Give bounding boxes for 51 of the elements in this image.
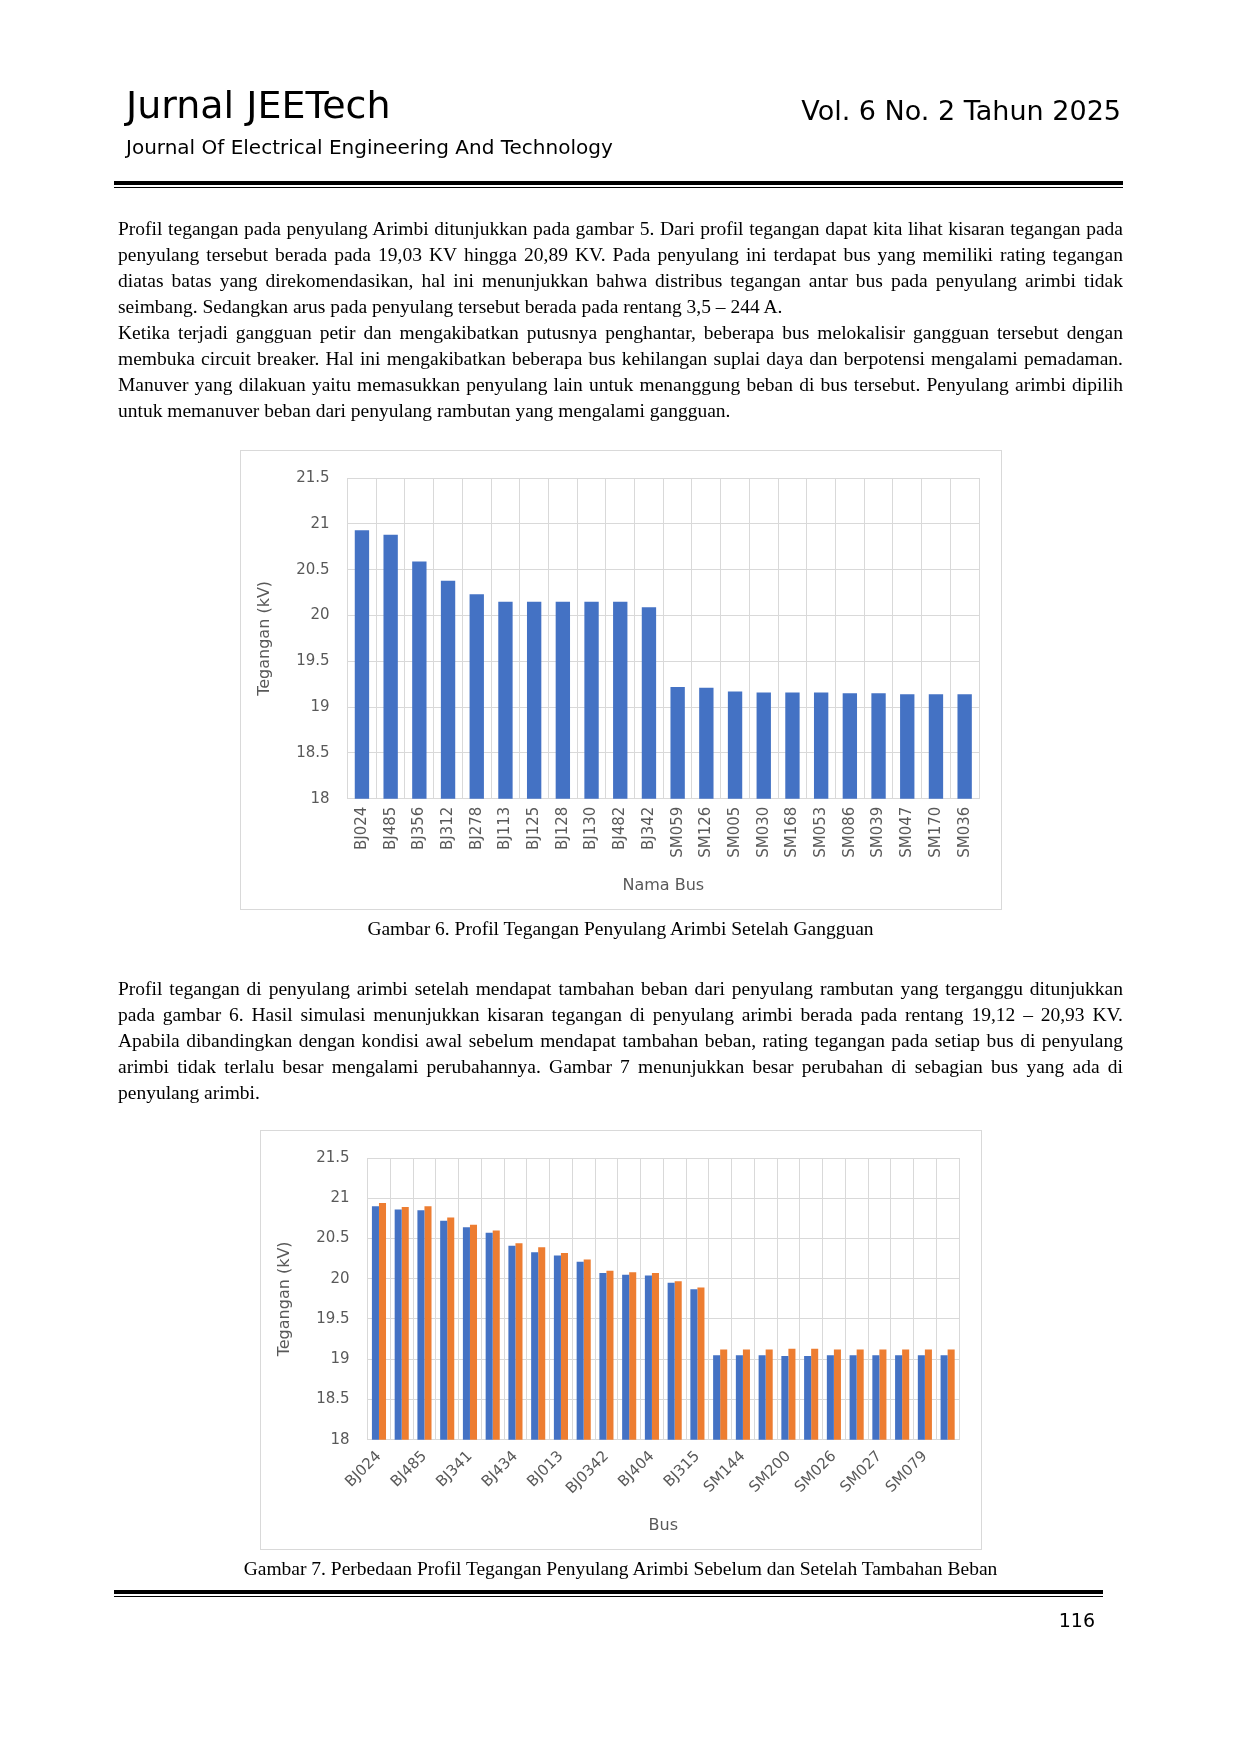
x-tick-label: SM036 <box>954 806 973 858</box>
text: Profil tegangan di penyulang arimbi setelah mendapat tambahan beban dari penyulang rambutan yang terganggu ditunjukkan pada gambar 6. Hasil simulasi menunjukkan kisaran tegangan di penyulang arimbi berada pada rentang 19,12 – 20,93 KV. Apabila dibandingkan dengan kondisi awal sebelum mendapat tambahan beban, rating tegangan pada setiap bus di penyulang arimbi tidak terlalu besar mengalami perubahannya. Gambar 7 menunjukkan besar perubahan di sebagian bus yang ada di penyulang arimbi. <box>118 977 1123 1105</box>
x-tick-label: SM059 <box>667 806 686 858</box>
x-tick-label: SM086 <box>839 806 858 858</box>
text: Journal Of Electrical Engineering And Technology <box>126 135 613 159</box>
y-tick-label: 21.5 <box>295 467 330 486</box>
x-tick-label: BJ130 <box>580 806 599 851</box>
x-tick-label: BJ482 <box>609 806 628 851</box>
x-tick-label: SM047 <box>896 806 915 858</box>
x-tick-label: BJ356 <box>408 806 427 851</box>
y-tick-label: 20.5 <box>295 559 330 578</box>
y-tick-label: 18.5 <box>295 742 330 761</box>
x-tick-label: BJ485 <box>380 806 399 851</box>
text: Jurnal JEETech <box>126 83 391 127</box>
y-axis-title: Tegangan (kV) <box>253 580 273 697</box>
y-tick-label: 18 <box>330 1429 350 1448</box>
x-tick-label: SM005 <box>724 806 743 858</box>
x-tick-label: SM170 <box>925 806 944 858</box>
x-tick-label: BJ312 <box>437 806 456 851</box>
y-tick-label: 19 <box>310 696 330 715</box>
x-axis-title: Nama Bus <box>621 874 704 894</box>
y-tick-label: 18 <box>310 788 330 807</box>
y-tick-label: 21 <box>310 513 330 532</box>
y-tick-label: 20 <box>330 1268 350 1287</box>
y-tick-label: 19.5 <box>295 651 330 670</box>
text: Gambar 7. Perbedaan Profil Tegangan Penyulang Arimbi Sebelum dan Setelah Tambahan Beban <box>242 1558 999 1580</box>
text: Gambar 6. Profil Tegangan Penyulang Arimbi Setelah Gangguan <box>366 918 875 940</box>
x-tick-label: SM053 <box>810 806 829 858</box>
x-tick-label: BJ113 <box>494 806 513 851</box>
x-tick-label: BJ024 <box>351 806 370 851</box>
text: Vol. 6 No. 2 Tahun 2025 <box>801 95 1121 126</box>
x-tick-label: SM126 <box>695 806 714 858</box>
text: 116 <box>1057 1609 1096 1631</box>
y-tick-label: 20.5 <box>315 1228 350 1247</box>
y-tick-label: 19 <box>330 1349 350 1368</box>
y-tick-label: 21.5 <box>315 1147 350 1166</box>
x-tick-label: SM030 <box>753 806 772 858</box>
x-axis-title: Bus <box>648 1514 678 1534</box>
text: Profil tegangan pada penyulang Arimbi ditunjukkan pada gambar 5. Dari profil tegangan dapat kita lihat kisaran tegangan pada penyulang tersebut berada pada 19,03 KV hingga 20,89 KV. Pada penyulang ini terdapat bus yang memiliki rating tegangan diatas batas yang direkomendasikan, hal ini menunjukkan bahwa distribus tegangan antar bus pada penyulang arimbi tidak seimbang. Sedangkan arus pada penyulang tersebut berada pada rentang 3,5 – 244 A. <box>118 217 1123 319</box>
text: Ketika terjadi gangguan petir dan mengakibatkan putusnya penghantar, beberapa bus melokalisir gangguan tersebut dengan membuka circuit breaker. Hal ini mengakibatkan beberapa bus kehilangan suplai daya dan berpotensi mengalami pemadaman. Manuver yang dilakuan yaitu memasukkan penyulang lain untuk menanggung beban di bus tersebut. Penyulang arimbi dipilih untuk memanuver beban dari penyulang rambutan yang mengalami gangguan. <box>118 321 1123 423</box>
y-axis-title: Tegangan (kV) <box>273 1241 293 1358</box>
y-tick-label: 20 <box>310 605 330 624</box>
x-tick-label: BJ125 <box>523 806 542 851</box>
x-tick-label: SM039 <box>867 806 886 858</box>
x-tick-label: SM168 <box>781 806 800 858</box>
y-tick-label: 21 <box>330 1188 350 1207</box>
y-tick-label: 19.5 <box>315 1308 350 1327</box>
y-tick-label: 18.5 <box>315 1389 350 1408</box>
x-tick-label: BJ342 <box>638 806 657 851</box>
x-tick-label: BJ128 <box>552 806 571 851</box>
x-tick-label: BJ278 <box>466 806 485 851</box>
